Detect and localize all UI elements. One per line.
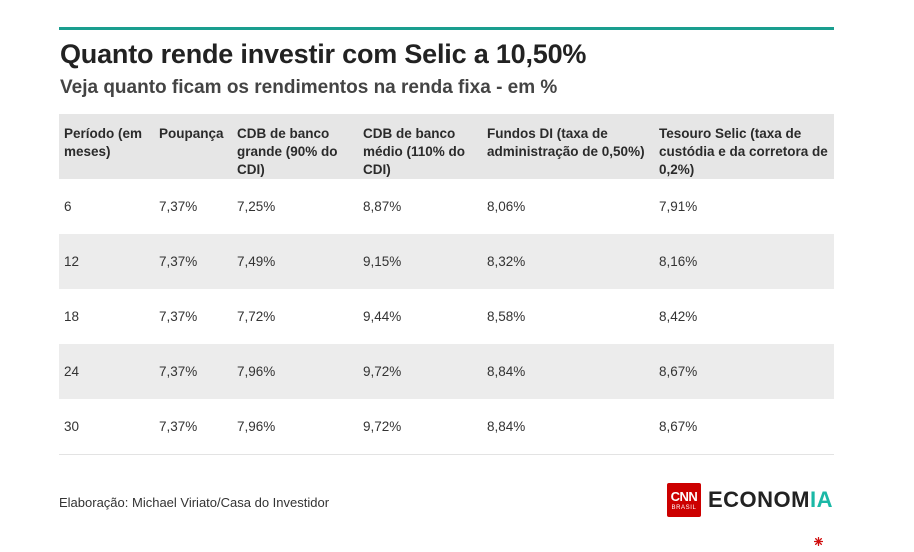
yield-cell: 9,72% bbox=[358, 399, 482, 455]
yield-cell: 7,37% bbox=[154, 234, 232, 289]
table-row: 30 7,37% 7,96% 9,72% 8,84% 8,67% bbox=[59, 399, 834, 455]
column-header: Poupança bbox=[154, 114, 232, 179]
yield-cell: 7,49% bbox=[232, 234, 358, 289]
period-cell: 30 bbox=[59, 399, 154, 455]
table-row: 6 7,37% 7,25% 8,87% 8,06% 7,91% bbox=[59, 179, 834, 234]
yield-cell: 8,58% bbox=[482, 289, 654, 344]
yield-cell: 7,37% bbox=[154, 399, 232, 455]
period-cell: 6 bbox=[59, 179, 154, 234]
table-header-row: Período (em meses) Poupança CDB de banco g… bbox=[59, 114, 834, 179]
logo-line-cnn: CNN bbox=[670, 488, 698, 504]
column-header: Tesouro Selic (taxa de custódia e da cor… bbox=[654, 114, 834, 179]
table-row: 24 7,37% 7,96% 9,72% 8,84% 8,67% bbox=[59, 344, 834, 399]
column-header: CDB de banco médio (110% do CDI) bbox=[358, 114, 482, 179]
brand-economia-text: ECONOMIA bbox=[708, 487, 833, 513]
yield-cell: 7,72% bbox=[232, 289, 358, 344]
period-cell: 12 bbox=[59, 234, 154, 289]
yield-cell: 8,42% bbox=[654, 289, 834, 344]
period-cell: 24 bbox=[59, 344, 154, 399]
spark-icon bbox=[814, 537, 823, 546]
yield-cell: 8,16% bbox=[654, 234, 834, 289]
yield-cell: 7,37% bbox=[154, 344, 232, 399]
yield-cell: 7,96% bbox=[232, 399, 358, 455]
brand-main-text: ECONOM bbox=[708, 487, 810, 512]
yield-cell: 8,32% bbox=[482, 234, 654, 289]
chart-subtitle: Veja quanto ficam os rendimentos na rend… bbox=[60, 77, 558, 98]
yield-table: Período (em meses) Poupança CDB de banco g… bbox=[59, 114, 834, 455]
yield-cell: 8,84% bbox=[482, 344, 654, 399]
column-header: CDB de banco grande (90% do CDI) bbox=[232, 114, 358, 179]
yield-cell: 8,06% bbox=[482, 179, 654, 234]
table-row: 12 7,37% 7,49% 9,15% 8,32% 8,16% bbox=[59, 234, 834, 289]
brand-accent-text: IA bbox=[810, 487, 833, 512]
yield-cell: 8,67% bbox=[654, 399, 834, 455]
column-header: Fundos DI (taxa de administração de 0,50… bbox=[482, 114, 654, 179]
period-cell: 18 bbox=[59, 289, 154, 344]
yield-cell: 7,25% bbox=[232, 179, 358, 234]
yield-cell: 8,87% bbox=[358, 179, 482, 234]
source-credit: Elaboração: Michael Viriato/Casa do Inve… bbox=[59, 495, 330, 510]
column-header: Período (em meses) bbox=[59, 114, 154, 179]
chart-card: Quanto rende investir com Selic a 10,50%… bbox=[59, 27, 834, 527]
yield-cell: 7,91% bbox=[654, 179, 834, 234]
yield-cell: 9,44% bbox=[358, 289, 482, 344]
yield-cell: 7,37% bbox=[154, 289, 232, 344]
yield-cell: 9,15% bbox=[358, 234, 482, 289]
brand-logo: CNN BRASIL ECONOMIA bbox=[667, 483, 833, 517]
yield-cell: 8,67% bbox=[654, 344, 834, 399]
yield-cell: 7,37% bbox=[154, 179, 232, 234]
cnn-brasil-logo: CNN BRASIL bbox=[667, 483, 701, 517]
chart-title: Quanto rende investir com Selic a 10,50% bbox=[60, 39, 587, 69]
yield-cell: 9,72% bbox=[358, 344, 482, 399]
logo-line-brasil: BRASIL bbox=[671, 504, 697, 511]
yield-cell: 7,96% bbox=[232, 344, 358, 399]
yield-cell: 8,84% bbox=[482, 399, 654, 455]
table-row: 18 7,37% 7,72% 9,44% 8,58% 8,42% bbox=[59, 289, 834, 344]
